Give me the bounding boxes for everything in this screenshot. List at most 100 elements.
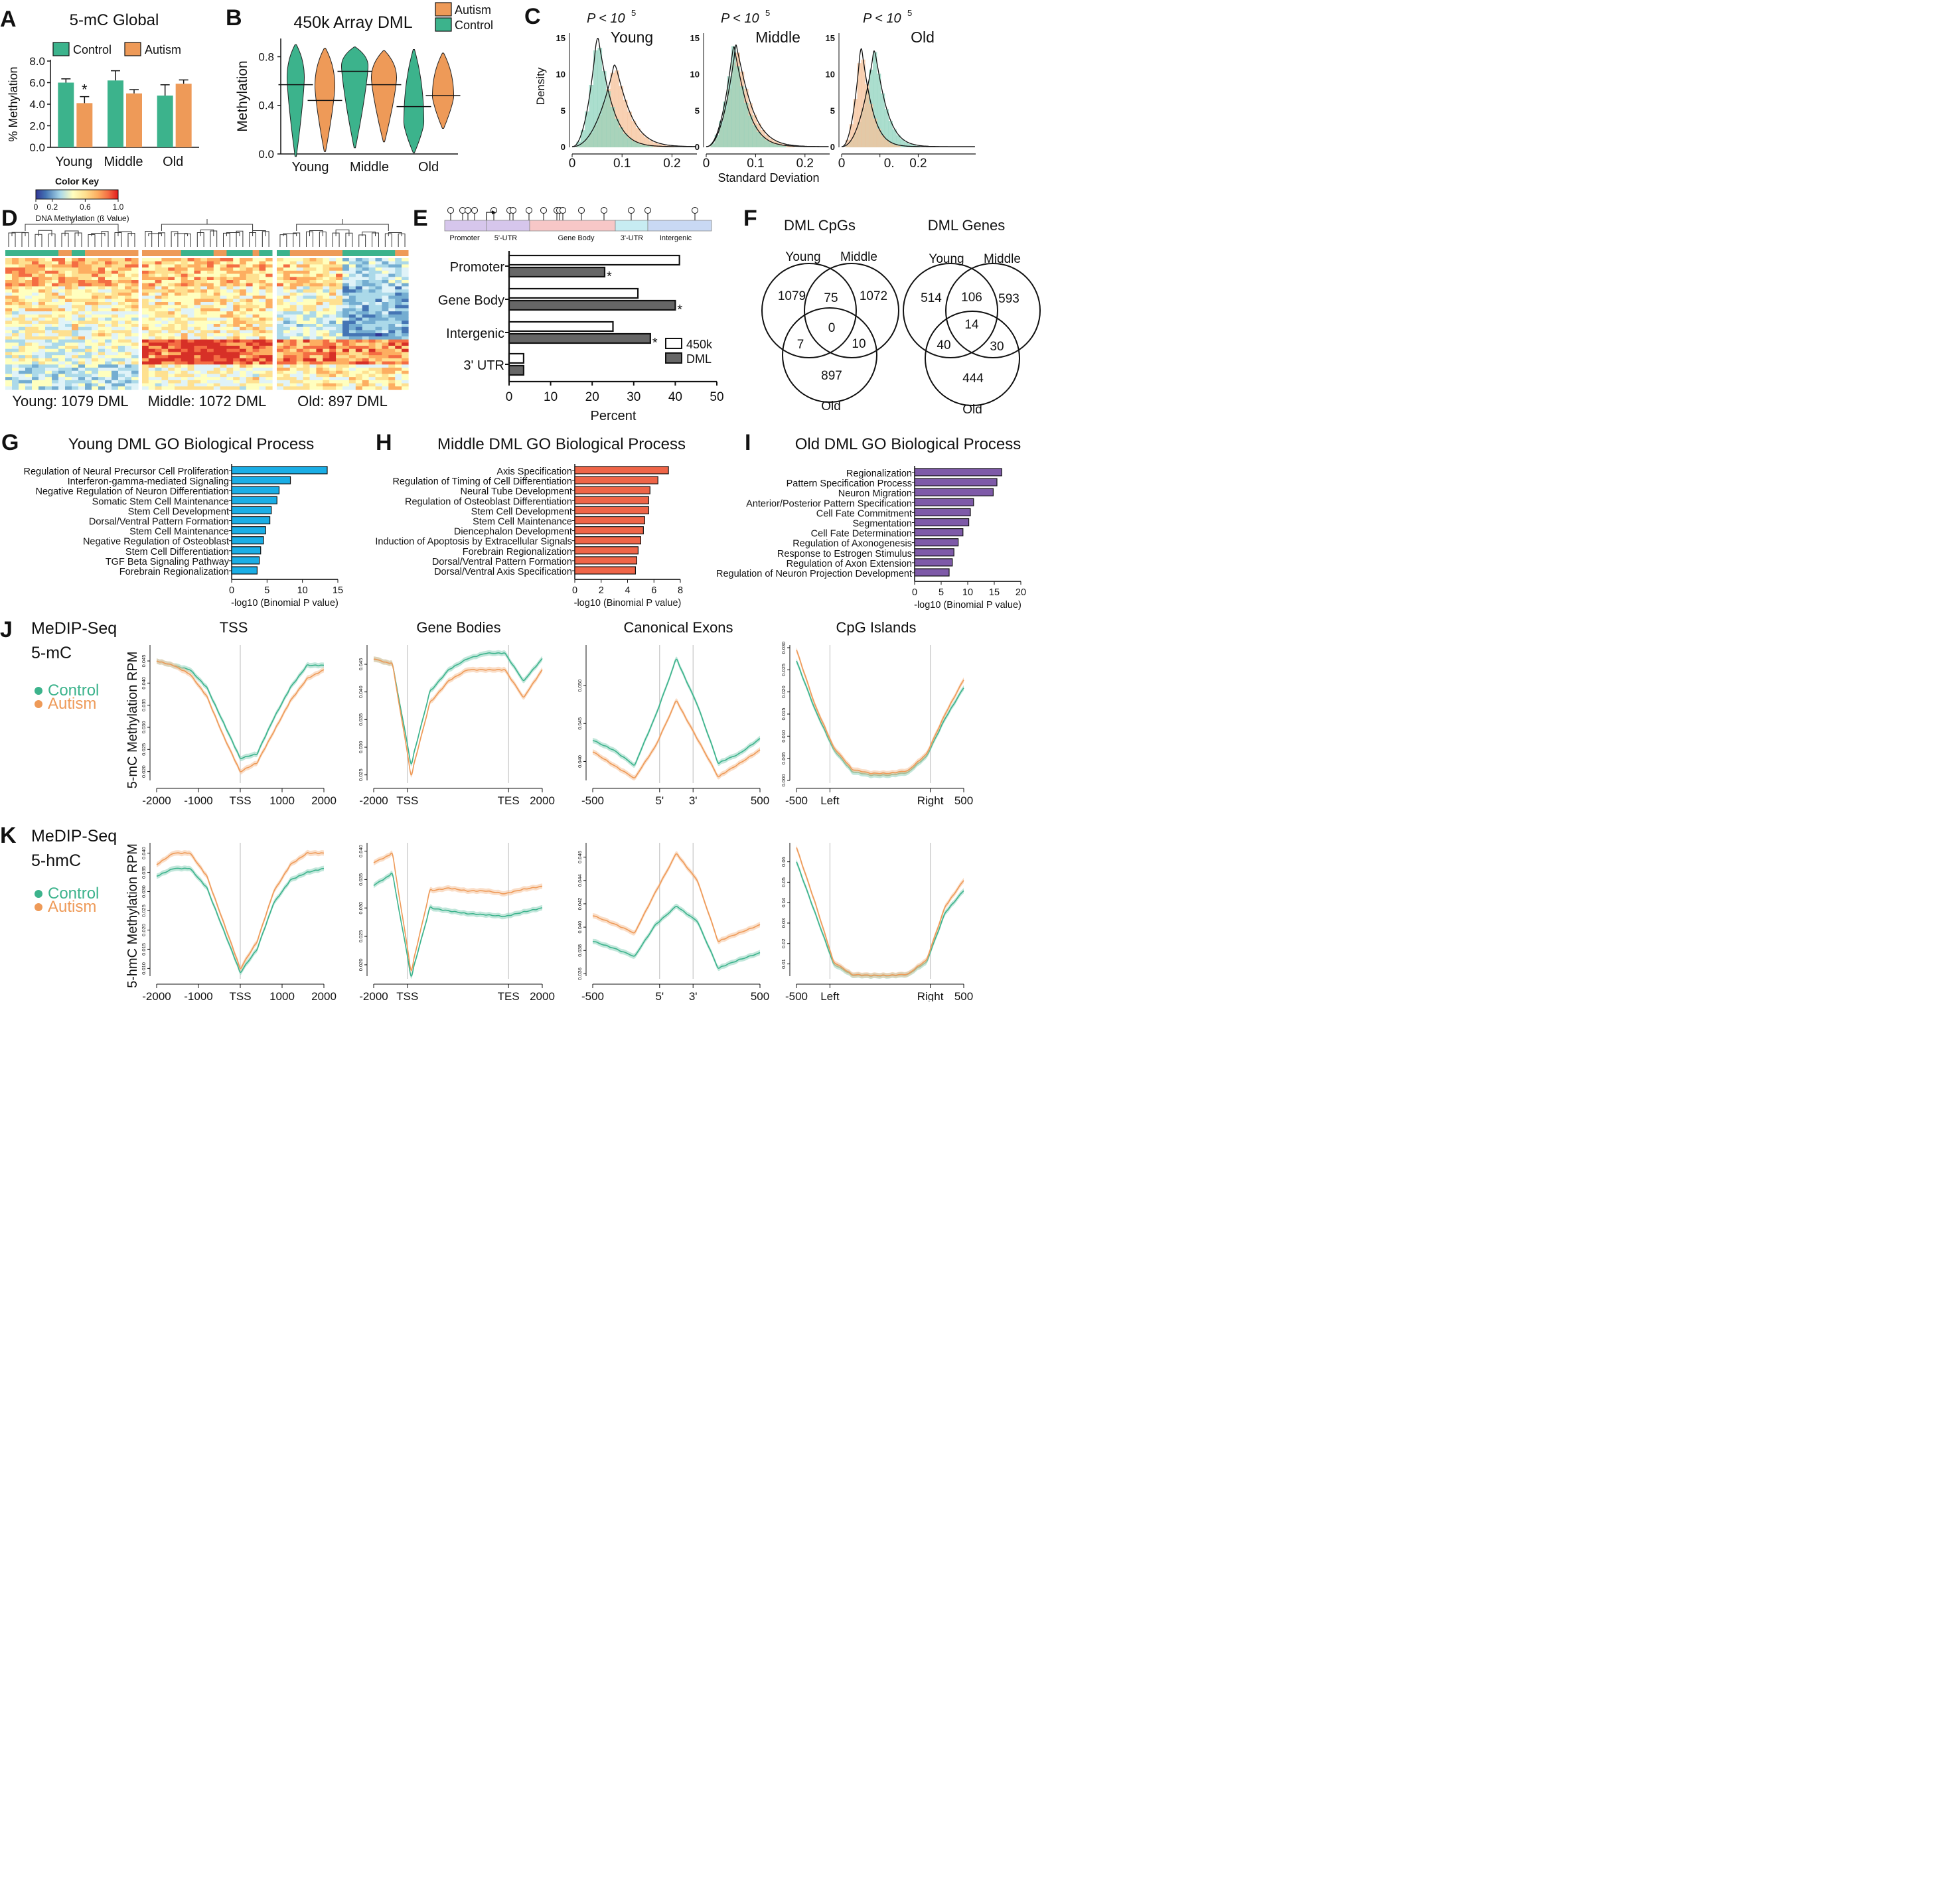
heatmap-cell [12,324,19,328]
x-tick-label: 2000 [530,990,555,1001]
heatmap-cell [233,364,240,368]
heatmap-cell [38,317,46,321]
heatmap-cell [78,324,86,328]
heatmap-cell [25,324,33,328]
heatmap-cell [323,305,330,309]
group-track-cell [226,250,234,256]
heatmap-cell [65,330,72,334]
heatmap-cell [45,321,52,325]
heatmap-cell [296,348,304,353]
heatmap-cell [148,386,156,390]
heatmap-cell [395,339,402,343]
dendrogram [8,219,135,247]
heatmap-cell [265,295,273,299]
heatmap-cell [296,380,304,384]
heatmap-cell [78,358,86,362]
heatmap-cell [252,292,260,297]
go-bar [574,556,638,565]
heatmap-cell [388,380,396,384]
profile-line-autism [592,853,761,942]
group-track-cell [45,250,52,256]
group-track-cell [309,250,317,256]
heatmap-cell [98,261,106,265]
heatmap-cell [161,364,169,368]
heatmap-cell [388,346,396,350]
heatmap-cell [125,370,132,375]
heatmap-cell [388,370,396,375]
heatmap-cell [78,321,86,325]
heatmap-cell [200,358,208,362]
heatmap-cell [38,305,46,309]
heatmap-cell [92,311,99,315]
heatmap-cell [118,314,125,319]
density-plot-title: Middle [755,29,800,46]
heatmap-cell [58,283,66,287]
heatmap-cell [226,333,234,337]
heatmap-cell [78,336,86,340]
heatmap-cell [5,380,13,384]
heatmap-cell [277,314,284,319]
heatmap-cell [265,358,273,362]
heatmap-cell [362,339,370,343]
heatmap-cell [155,314,162,319]
heatmap-cell [355,358,363,362]
heatmap-cell [246,258,254,262]
group-track-cell [175,250,182,256]
group-track-cell [168,250,175,256]
heatmap-cell [72,377,79,381]
legend-label-autism: Autism [48,695,96,713]
heatmap-cell [161,267,169,271]
go-term-label: Regulation of Osteoblast Differentiation [405,496,572,507]
heatmap-cell [388,258,396,262]
heatmap-cell [259,358,266,362]
violin-control-young [286,44,305,157]
heatmap-cell [283,380,291,384]
heatmap-cell [45,355,52,359]
heatmap-cell [175,280,182,284]
heatmap-cell [252,302,260,306]
profile-title: Canonical Exons [623,619,733,636]
heatmap-cell [142,352,149,356]
heatmap-cell [283,336,291,340]
go-term-label: Stem Cell Development [471,506,572,517]
histogram-bar-autism [614,70,619,147]
heatmap-cell [142,314,149,319]
heatmap-cell [252,289,260,293]
heatmap-cell [402,346,409,350]
x-tick-label: Middle [104,155,143,169]
heatmap-cell [148,333,156,337]
heatmap-cell [85,280,92,284]
heatmap-cell [45,261,52,265]
go-bar [574,516,645,525]
heatmap-cell [78,261,86,265]
heatmap-cell [194,348,201,353]
heatmap-cell [52,283,59,287]
histogram-bar-autism [876,128,881,147]
y-tick-label: 0.03 [781,918,787,928]
heatmap-cell [175,326,182,331]
heatmap-cell [252,270,260,275]
x-tick-label: Old [418,160,439,175]
heatmap-cell [252,358,260,362]
heatmap-cell [240,292,247,297]
heatmap-cell [38,289,46,293]
heatmap-cell [296,314,304,319]
heatmap-cell [277,374,284,378]
heatmap-cell [181,380,188,384]
heatmap-cell [58,261,66,265]
heatmap-cell [65,358,72,362]
heatmap-cell [200,324,208,328]
heatmap-cell [289,333,297,337]
heatmap-cell [168,336,175,340]
heatmap-cell [402,283,409,287]
heatmap-cell [72,368,79,372]
heatmap-cell [78,283,86,287]
heatmap-cell [5,273,13,277]
heatmap-cell [19,273,26,277]
histogram-bar-autism [644,137,649,147]
heatmap-cell [316,386,323,390]
heatmap-cell [336,314,343,319]
heatmap-cell [296,317,304,321]
